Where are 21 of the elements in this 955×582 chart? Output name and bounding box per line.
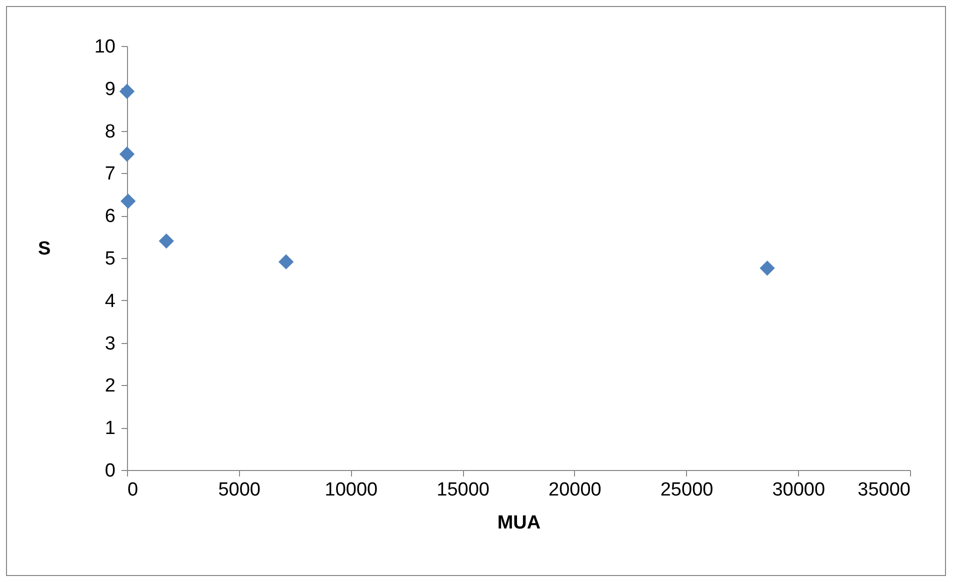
y-axis-title: S [38,238,51,260]
x-axis-title: MUA [497,512,541,534]
x-tick-label: 25000 [660,480,714,500]
x-tick-label: 35000 [858,480,910,500]
y-tick-label: 1 [104,418,116,440]
x-tick-label: 10000 [324,480,378,500]
y-tick-label: 9 [104,78,116,100]
y-tick-label: 4 [104,290,116,312]
y-tick-label: 8 [104,121,116,142]
y-tick-label: 5 [104,248,116,270]
y-tick-label: 3 [104,333,116,354]
y-tick-label: 2 [104,376,116,397]
y-tick-label: 6 [104,206,116,228]
x-tick-label: 15000 [436,480,490,500]
x-tick-label: 30000 [772,480,826,500]
y-tick-label: 7 [104,164,116,185]
y-tick-label: 10 [94,36,116,58]
x-tick-label: 0 [128,480,138,500]
x-tick-label: 20000 [548,480,602,500]
x-tick-label: 5000 [218,480,260,500]
y-tick-label: 0 [104,460,116,482]
